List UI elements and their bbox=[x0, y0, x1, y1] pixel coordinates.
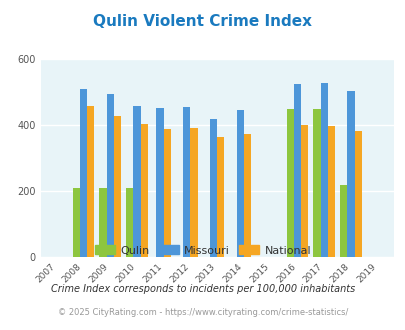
Bar bbox=[236, 110, 243, 257]
Bar bbox=[286, 109, 293, 257]
Bar bbox=[140, 124, 147, 257]
Bar bbox=[190, 128, 197, 257]
Bar bbox=[313, 109, 320, 257]
Bar bbox=[163, 129, 171, 257]
Bar bbox=[354, 131, 361, 257]
Bar bbox=[87, 106, 94, 257]
Bar bbox=[80, 89, 87, 257]
Text: Qulin Violent Crime Index: Qulin Violent Crime Index bbox=[93, 14, 312, 29]
Bar bbox=[217, 137, 224, 257]
Bar bbox=[327, 126, 334, 257]
Bar bbox=[301, 125, 307, 257]
Bar bbox=[113, 115, 121, 257]
Bar bbox=[209, 119, 217, 257]
Bar bbox=[99, 188, 106, 257]
Text: © 2025 CityRating.com - https://www.cityrating.com/crime-statistics/: © 2025 CityRating.com - https://www.city… bbox=[58, 308, 347, 317]
Bar bbox=[126, 188, 133, 257]
Bar bbox=[133, 106, 140, 257]
Bar bbox=[293, 84, 301, 257]
Bar bbox=[106, 94, 113, 257]
Bar bbox=[243, 134, 251, 257]
Bar bbox=[347, 91, 354, 257]
Bar bbox=[156, 108, 163, 257]
Bar bbox=[72, 188, 80, 257]
Bar bbox=[320, 82, 327, 257]
Text: Crime Index corresponds to incidents per 100,000 inhabitants: Crime Index corresponds to incidents per… bbox=[51, 284, 354, 294]
Legend: Qulin, Missouri, National: Qulin, Missouri, National bbox=[90, 241, 315, 260]
Bar bbox=[183, 107, 190, 257]
Bar bbox=[339, 185, 347, 257]
